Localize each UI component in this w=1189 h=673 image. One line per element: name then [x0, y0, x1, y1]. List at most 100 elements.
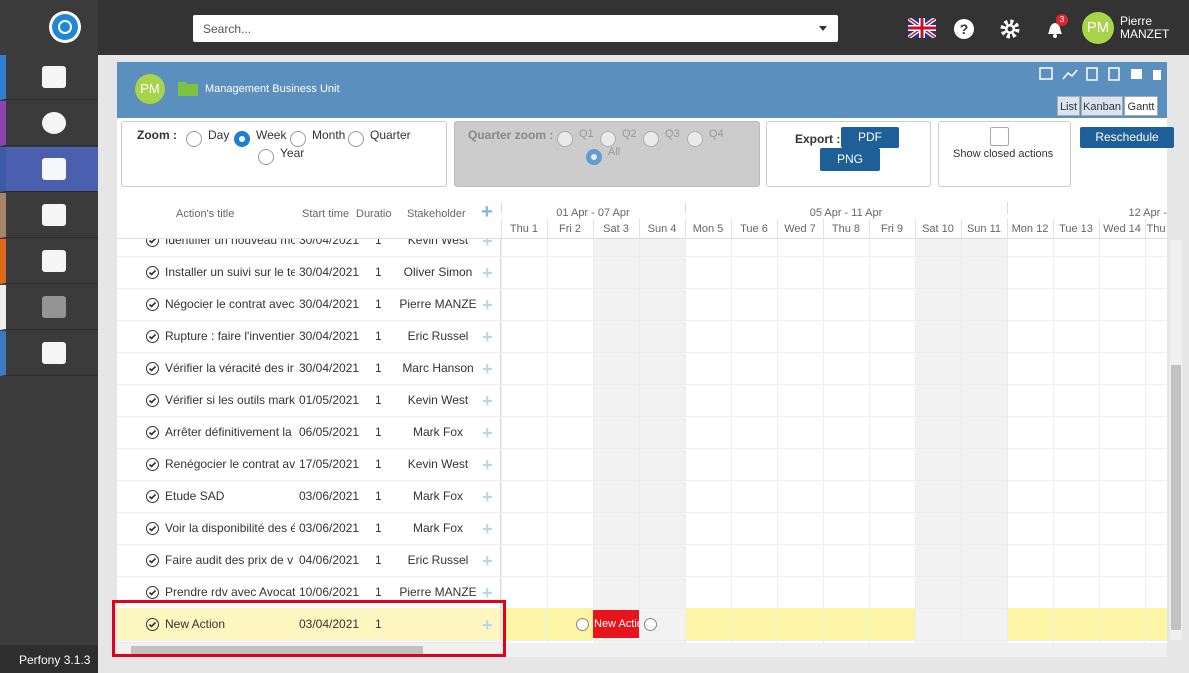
row-cell: 1 [375, 553, 382, 567]
check-icon[interactable] [146, 298, 159, 311]
folder-icon [178, 82, 198, 96]
zoom-label: Zoom : [137, 128, 177, 142]
add-icon[interactable]: + [482, 551, 493, 571]
flag-uk[interactable] [908, 18, 936, 38]
day-label: Sat 3 [603, 223, 629, 235]
check-icon[interactable] [146, 586, 159, 599]
add-icon[interactable]: + [482, 519, 493, 539]
check-icon[interactable] [146, 330, 159, 343]
zoom-radio[interactable] [234, 131, 250, 147]
day-label: Wed 7 [784, 223, 816, 235]
scrollbar[interactable] [1170, 240, 1182, 640]
zoom-radio[interactable] [258, 149, 274, 165]
quarter-option: All [608, 146, 621, 158]
add-icon[interactable]: + [482, 295, 493, 315]
add-icon[interactable]: + [482, 615, 493, 635]
quarter-radio[interactable] [586, 149, 602, 165]
row-highlight [502, 608, 547, 640]
week-label: 05 Apr - 11 Apr [809, 207, 883, 219]
closed-checkbox[interactable] [990, 127, 1009, 146]
check-icon[interactable] [146, 522, 159, 535]
settings-icon[interactable] [1000, 19, 1020, 39]
search-box[interactable]: Search... [193, 15, 838, 42]
row-cell: 1 [375, 489, 382, 503]
zoom-radio[interactable] [348, 131, 364, 147]
check-icon[interactable] [146, 266, 159, 279]
day-divider [1053, 219, 1054, 238]
day-divider [639, 219, 640, 238]
row-cell: Vérifier si les outils mark [165, 393, 295, 407]
day-label: Tue 13 [1059, 223, 1093, 235]
tab[interactable]: List [1057, 96, 1080, 116]
zoom-radio[interactable] [186, 131, 202, 147]
row-highlight [1100, 608, 1145, 640]
tab[interactable]: Kanban [1081, 96, 1123, 116]
add-icon[interactable]: + [482, 487, 493, 507]
row-cell: 30/04/2021 [299, 329, 360, 343]
bar-handle[interactable] [576, 618, 589, 631]
check-icon[interactable] [146, 618, 159, 631]
row-cell: 10/06/2021 [299, 585, 360, 599]
add-icon[interactable]: + [482, 583, 493, 603]
day-divider [1145, 219, 1146, 238]
day-column [823, 238, 869, 643]
row-cell: 01/05/2021 [299, 393, 360, 407]
add-icon[interactable]: + [482, 231, 493, 251]
row-cell: 1 [375, 585, 382, 599]
day-column [1053, 238, 1099, 643]
gantt-bar[interactable]: New Action [593, 610, 639, 638]
row-divider [117, 640, 1167, 641]
row-cell: Vérifier la véracité des ir [165, 361, 294, 375]
add-icon[interactable]: + [482, 327, 493, 347]
png-button[interactable]: PNG [820, 148, 880, 171]
zoom-radio[interactable] [290, 131, 306, 147]
header-actions[interactable] [1038, 66, 1170, 82]
avatar[interactable]: PM [1082, 12, 1114, 44]
check-icon[interactable] [146, 490, 159, 503]
scroll-thumb[interactable] [1171, 365, 1181, 630]
bell-icon[interactable] [1045, 18, 1065, 40]
row-cell: Installer un suivi sur le te [165, 265, 295, 279]
add-icon[interactable]: + [482, 391, 493, 411]
logo[interactable] [48, 10, 82, 44]
row-cell: Prendre rdv avec Avocat [165, 585, 295, 599]
reschedule-button[interactable]: Reschedule [1080, 127, 1174, 148]
quarter-radio[interactable] [557, 131, 573, 147]
quarter-label: Quarter zoom : [468, 128, 554, 142]
help-icon[interactable]: ? [954, 19, 974, 39]
day-label: Mon 5 [692, 223, 724, 235]
quarter-radio[interactable] [643, 131, 659, 147]
check-icon[interactable] [146, 362, 159, 375]
check-icon[interactable] [146, 458, 159, 471]
day-column [685, 238, 731, 643]
bar-handle[interactable] [644, 618, 657, 631]
weekend-column [593, 238, 639, 643]
row-cell: Voir la disponibilité des é [165, 521, 295, 535]
quarter-radio[interactable] [687, 131, 703, 147]
add-icon[interactable]: + [482, 359, 493, 379]
add-icon[interactable]: + [482, 455, 493, 475]
week-divider [1007, 202, 1008, 214]
quarter-radio[interactable] [600, 131, 616, 147]
check-icon[interactable] [146, 554, 159, 567]
row-cell: 03/04/2021 [299, 617, 360, 631]
h-scrollbar[interactable] [117, 643, 1167, 657]
export-box [766, 121, 931, 187]
add-icon[interactable]: + [482, 263, 493, 283]
add-all-icon[interactable]: + [481, 201, 493, 223]
tab[interactable]: Gantt [1124, 96, 1158, 116]
row-divider [117, 512, 1167, 513]
check-icon[interactable] [146, 394, 159, 407]
pdf-button[interactable]: PDF [841, 127, 899, 148]
h-scroll-thumb[interactable] [131, 646, 423, 654]
row-cell: 30/04/2021 [299, 297, 360, 311]
row-divider [117, 544, 1167, 545]
add-icon[interactable]: + [482, 423, 493, 443]
day-label: Wed 14 [1103, 223, 1141, 235]
check-icon[interactable] [146, 426, 159, 439]
dropdown-icon [819, 26, 827, 31]
unit-title: Management Business Unit [205, 83, 340, 95]
row-cell: Eric Russel [407, 553, 469, 567]
user-first: Pierre [1120, 14, 1153, 28]
